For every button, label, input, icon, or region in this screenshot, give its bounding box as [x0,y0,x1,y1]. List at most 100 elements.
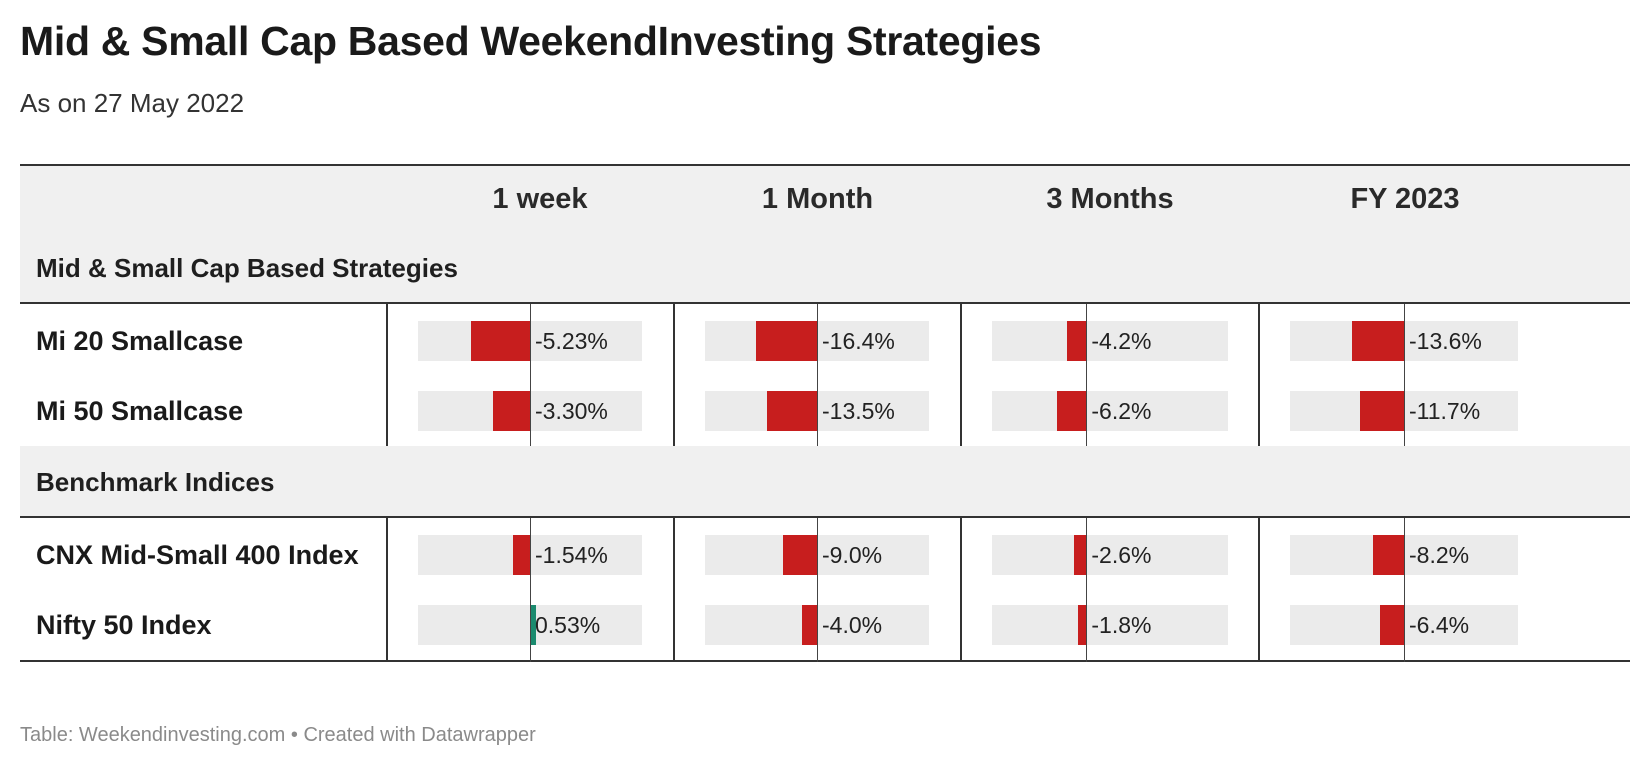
column-separator [1258,518,1260,591]
cell-1-week: -3.30% [20,374,1630,448]
value-label: -2.6% [1091,542,1152,568]
bar-1-month [766,391,817,431]
value-label: 0.53% [535,612,601,638]
zero-axis [817,374,818,448]
bar-track [992,605,1228,645]
value-label: -4.2% [1091,328,1152,354]
cell-fy-2023: -11.7% [20,374,1630,448]
zero-axis [1086,588,1087,662]
value-label: -13.5% [822,398,895,424]
bar-1-month [783,535,817,575]
section-benchmark-indices: Benchmark Indices [20,446,1630,518]
table-header: 1 week 1 Month 3 Months FY 2023 [20,164,1630,234]
zero-axis [817,518,818,592]
cell-1-month: -4.0% [20,588,1630,662]
cell-3-months: -4.2% [20,304,1630,378]
column-separator [386,304,388,377]
zero-axis [1086,304,1087,378]
bar-track [992,391,1228,431]
cell-1-month: -16.4% [20,304,1630,378]
zero-axis [1086,518,1087,592]
value-label: -13.6% [1409,328,1482,354]
value-label: -4.0% [822,612,883,638]
footer-credit: Table: Weekendinvesting.com • Created wi… [20,724,536,746]
value-label: -6.4% [1409,612,1470,638]
bar-fy-2023 [1379,605,1404,645]
bar-3-months [1066,321,1087,361]
column-separator [960,518,962,591]
cell-1-month: -9.0% [20,518,1630,592]
value-label: -16.4% [822,328,895,354]
bar-1-month [755,321,817,361]
section-label: Mid & Small Cap Based Strategies [36,253,458,283]
column-separator [673,588,675,660]
bar-1-week [512,535,530,575]
zero-axis [1404,518,1405,592]
column-separator [386,374,388,446]
bar-track [992,321,1228,361]
column-separator [960,304,962,377]
column-header-fy-2023[interactable]: FY 2023 [1350,183,1460,215]
column-separator [673,304,675,377]
column-separator [1258,588,1260,660]
column-separator [1258,304,1260,377]
cell-3-months: -2.6% [20,518,1630,592]
value-label: -5.23% [535,328,608,354]
bar-3-months [1077,605,1087,645]
bar-fy-2023 [1359,391,1404,431]
zero-axis [530,374,531,448]
section-label: Benchmark Indices [36,467,275,497]
table-row: Nifty 50 Index 0.53% -4.0% -1.8% -6.4% [20,588,1630,662]
column-separator [386,588,388,660]
zero-axis [1404,304,1405,378]
value-label: -3.30% [535,398,608,424]
column-header-3-months[interactable]: 3 Months [1046,183,1174,215]
bar-fy-2023 [1352,321,1404,361]
value-label: -11.7% [1409,398,1481,424]
cell-1-week: -5.23% [20,304,1630,378]
zero-axis [1404,588,1405,662]
value-label: -9.0% [822,542,883,568]
column-separator [960,588,962,660]
column-separator [673,374,675,446]
cell-1-month: -13.5% [20,374,1630,448]
value-label: -1.54% [535,542,608,568]
bar-1-week [530,605,536,645]
zero-axis [530,518,531,592]
cell-fy-2023: -6.4% [20,588,1630,662]
zero-axis [530,304,531,378]
table-row: Mi 20 Smallcase -5.23% -16.4% -4.2% -13.6% [20,304,1630,378]
value-label: -8.2% [1409,542,1470,568]
bar-1-month [802,605,817,645]
column-header-1-month[interactable]: 1 Month [761,183,874,215]
value-label: -1.8% [1091,612,1152,638]
zero-axis [817,588,818,662]
section-mid-small-cap-based-strategies: Mid & Small Cap Based Strategies [20,232,1630,304]
cell-3-months: -6.2% [20,374,1630,448]
column-separator [1258,374,1260,446]
bar-1-week [493,391,530,431]
value-label: -6.2% [1091,398,1152,424]
cell-1-week: -1.54% [20,518,1630,592]
chart-title: Mid & Small Cap Based WeekendInvesting S… [20,18,1042,64]
zero-axis [1404,374,1405,448]
bar-3-months [1074,535,1087,575]
cell-1-week: 0.53% [20,588,1630,662]
bar-track [992,535,1228,575]
row-label: Nifty 50 Index [36,610,212,640]
cell-fy-2023: -8.2% [20,518,1630,592]
cell-3-months: -1.8% [20,588,1630,662]
chart-subtitle: As on 27 May 2022 [20,88,245,118]
table-row: Mi 50 Smallcase -3.30% -13.5% -6.2% -11.7% [20,374,1630,448]
column-header-1-week[interactable]: 1 week [492,183,588,215]
row-label: Mi 20 Smallcase [36,326,244,356]
bar-3-months [1057,391,1087,431]
bar-1-week [471,321,530,361]
bar-fy-2023 [1372,535,1404,575]
table-row: CNX Mid-Small 400 Index -1.54% -9.0% -2.6% -… [20,518,1630,592]
cell-fy-2023: -13.6% [20,304,1630,378]
column-separator [960,374,962,446]
zero-axis [1086,374,1087,448]
row-label: Mi 50 Smallcase [36,396,244,426]
zero-axis [817,304,818,378]
